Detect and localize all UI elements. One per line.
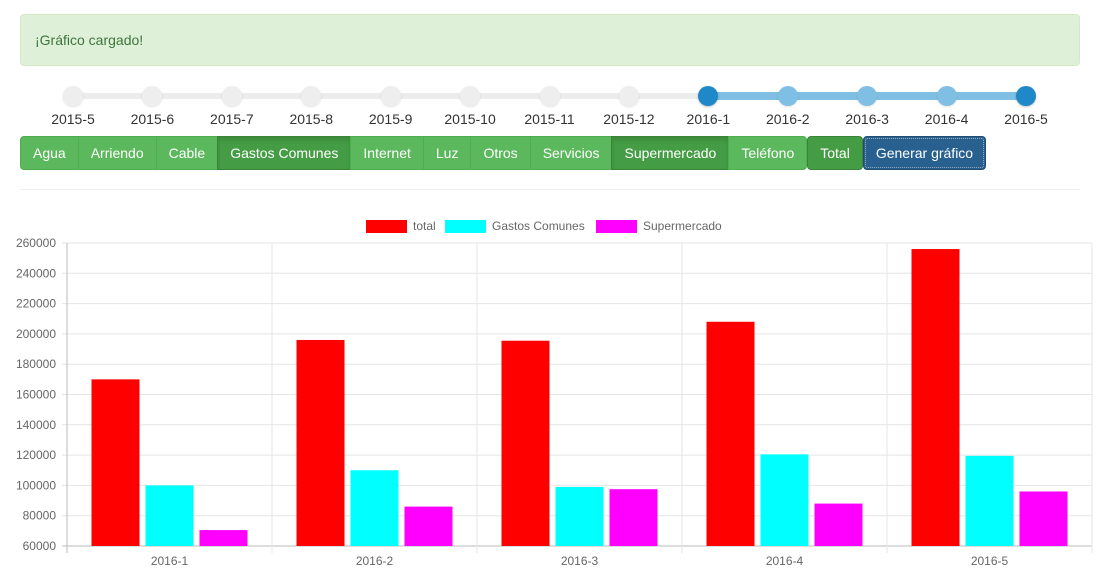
category-button-teléfono[interactable]: Teléfono [728,136,808,170]
alert-message: ¡Gráfico cargado! [35,32,144,48]
legend-label: Supermercado [643,219,722,233]
slider-tick-label: 2016-4 [924,111,969,127]
bar-total [911,249,960,546]
bar-gastos-comunes [555,486,604,546]
y-tick-label: 60000 [23,539,57,553]
category-button-gastos-comunes[interactable]: Gastos Comunes [217,136,352,170]
generate-chart-button[interactable]: Generar gráfico [862,136,987,170]
bar-chart-svg: total Gastos Comunes Supermercado 60000 8000… [16,219,1093,568]
slider-tick[interactable] [936,86,957,106]
x-tick-label: 2016-1 [151,554,189,568]
slider-tick[interactable] [539,86,560,106]
bar-supermercado [1019,491,1068,546]
bar-gastos-comunes [145,485,194,546]
slider-tick[interactable] [380,86,401,106]
slider-tick[interactable] [63,86,83,106]
bar-total [706,321,755,546]
x-tick-label: 2016-5 [971,554,1009,568]
slider-tick-label: 2016-1 [686,111,731,127]
y-tick-label: 120000 [16,448,56,462]
category-button-otros[interactable]: Otros [470,136,531,170]
category-toolbar: Agua Arriendo Cable Gastos Comunes Internet L… [20,136,987,170]
legend-label: total [413,219,436,233]
slider-handle[interactable] [1016,86,1036,106]
slider-tick-label: 2015-9 [368,111,413,127]
bar-total [91,379,140,546]
category-button-arriendo[interactable]: Arriendo [77,136,157,170]
bar-supermercado [814,503,863,546]
slider-tick-label: 2015-12 [603,111,655,127]
category-button-agua[interactable]: Agua [20,136,79,170]
y-tick-label: 160000 [16,388,56,402]
slider-tick-label: 2015-5 [51,111,95,127]
success-alert: ¡Gráfico cargado! [20,14,1080,66]
slider-tick[interactable] [301,86,322,106]
bar-supermercado [404,506,453,546]
slider-tick-label: 2015-7 [210,111,254,127]
slider-tick-label: 2015-11 [524,111,575,127]
category-button-servicios[interactable]: Servicios [529,136,613,170]
bar-gastos-comunes [350,470,399,546]
slider-tick[interactable] [221,86,242,106]
y-tick-label: 180000 [16,357,56,371]
slider-tick[interactable] [857,86,878,106]
category-button-cable[interactable]: Cable [155,136,219,170]
slider-tick-label: 2016-3 [845,111,889,127]
category-button-luz[interactable]: Luz [422,136,472,170]
category-button-internet[interactable]: Internet [350,136,424,170]
slider-tick-label: 2015-10 [444,111,496,127]
bar-supermercado [199,530,248,546]
slider-tick-label: 2015-6 [130,111,175,127]
bar-total [501,340,550,546]
slider-tick[interactable] [142,86,163,106]
x-tick-label: 2016-3 [561,554,599,568]
slider-handle[interactable] [698,86,719,106]
legend-swatch [445,220,486,233]
legend-swatch [596,220,637,233]
y-tick-label: 100000 [16,478,56,492]
category-button-group: Agua Arriendo Cable Gastos Comunes Internet L… [20,136,808,170]
y-tick-label: 220000 [16,297,56,311]
y-tick-label: 240000 [16,266,56,280]
y-tick-label: 260000 [16,236,56,250]
legend-swatch [366,220,407,233]
bar-gastos-comunes [965,455,1014,546]
slider-tick[interactable] [460,86,481,106]
slider-tick-label: 2016-2 [765,111,810,127]
slider-tick[interactable] [618,86,639,106]
category-button-supermercado[interactable]: Supermercado [611,136,730,170]
total-button[interactable]: Total [807,136,863,170]
bar-gastos-comunes [760,454,809,546]
y-tick-label: 200000 [16,327,56,341]
bar-supermercado [609,489,658,546]
slider-tick[interactable] [777,86,798,106]
slider-tick-label: 2015-8 [289,111,334,127]
x-tick-label: 2016-4 [766,554,804,568]
x-tick-label: 2016-2 [356,554,394,568]
bar-total [296,339,345,546]
divider [20,189,1080,190]
y-tick-label: 140000 [16,418,56,432]
date-range-slider[interactable]: 2015-5 2015-6 2015-7 2015-8 2015-9 2015-10 201… [0,80,1102,130]
bar-chart: total Gastos Comunes Supermercado 60000 8000… [0,210,1102,581]
y-tick-label: 80000 [23,509,57,523]
slider-tick-label: 2016-5 [1004,111,1048,127]
legend-label: Gastos Comunes [492,219,585,233]
